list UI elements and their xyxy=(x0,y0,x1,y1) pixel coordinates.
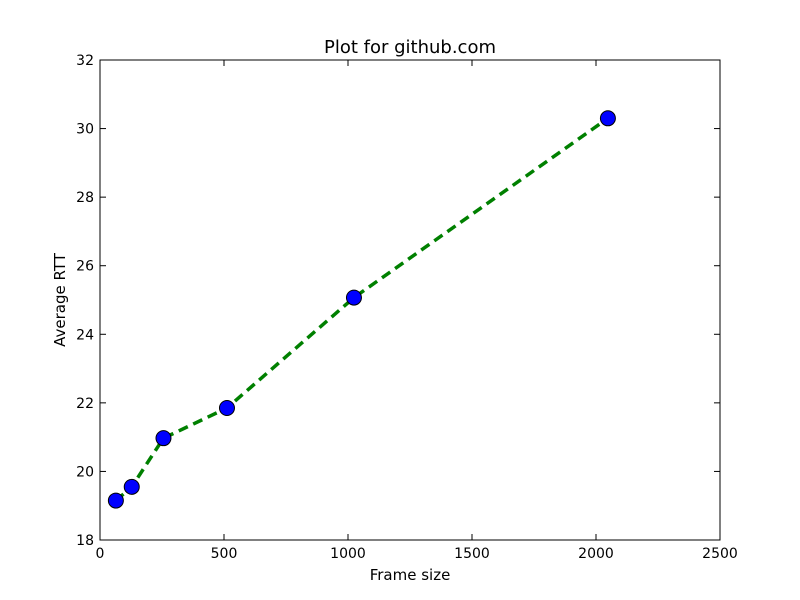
y-tick-label: 32 xyxy=(76,53,94,69)
x-tick-label: 500 xyxy=(211,546,238,562)
x-tick-label: 1500 xyxy=(454,546,490,562)
y-tick-label: 28 xyxy=(76,190,94,206)
x-tick-label: 1000 xyxy=(330,546,366,562)
plot-frame xyxy=(99,59,721,541)
y-axis: 18 20 22 24 26 28 30 32 xyxy=(76,53,720,549)
y-tick-label: 26 xyxy=(76,259,94,275)
y-tick-label: 24 xyxy=(76,327,94,343)
x-axis-label: Frame size xyxy=(370,566,451,584)
y-tick-label: 22 xyxy=(76,396,94,412)
x-axis: 0 500 1000 1500 2000 2500 xyxy=(96,60,738,562)
x-tick-label: 2000 xyxy=(578,546,614,562)
x-tick-label: 2500 xyxy=(702,546,738,562)
y-axis-label: Average RTT xyxy=(51,252,69,347)
data-point xyxy=(345,289,362,306)
y-tick-label: 18 xyxy=(76,533,94,549)
y-tick-label: 20 xyxy=(76,464,94,480)
data-point xyxy=(218,400,235,416)
data-point xyxy=(155,430,172,447)
series-layer xyxy=(107,110,616,509)
data-point xyxy=(123,478,140,495)
data-point xyxy=(107,492,124,509)
data-point xyxy=(599,110,616,127)
chart-title: Plot for github.com xyxy=(324,37,496,58)
x-tick-label: 0 xyxy=(96,546,105,562)
y-tick-label: 30 xyxy=(76,122,94,138)
